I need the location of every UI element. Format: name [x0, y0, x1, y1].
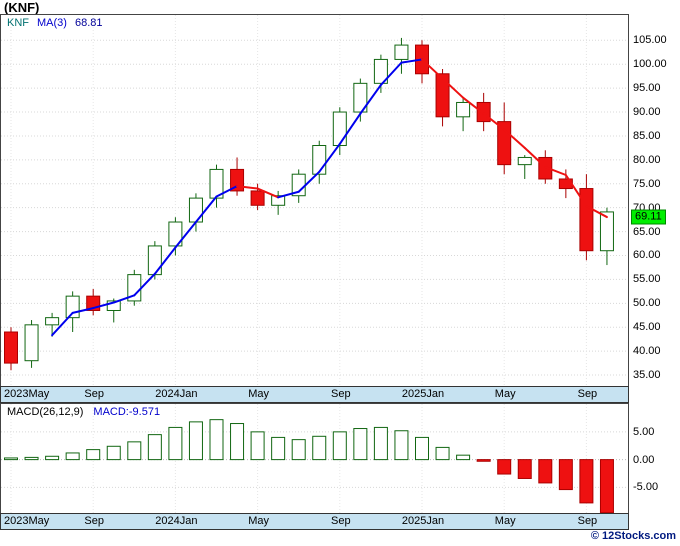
x-axis-label: Sep [577, 515, 598, 527]
x-axis-label: 2025Jan [401, 388, 445, 400]
chart-title: (KNF) [4, 0, 40, 15]
price-axis-label: 95.00 [633, 82, 661, 95]
x-axis-label: 2023May [4, 388, 50, 400]
x-axis-label: 2024Jan [155, 388, 198, 400]
macd-axis: 5.00 0.00 -5.00 [630, 403, 680, 514]
price-axis-label: 105.00 [633, 34, 667, 47]
macd-label: MACD(26,12,9) [7, 406, 84, 418]
price-axis-label: 35.00 [633, 369, 661, 382]
price-axis-label: 90.00 [633, 106, 661, 119]
x-axis-band-bottom: 2023May Sep 2024Jan May Sep 2025Jan May Sep [0, 513, 629, 530]
x-axis-label: May [248, 515, 269, 527]
price-axis-label: 55.00 [633, 273, 661, 286]
x-axis-label: Sep [331, 388, 351, 400]
x-axis-label: May [494, 388, 516, 400]
macd-chart [0, 403, 629, 514]
price-axis-label: 40.00 [633, 345, 661, 358]
price-axis-label: 100.00 [633, 58, 667, 71]
x-axis-label: May [248, 388, 269, 400]
x-axis-label: Sep [84, 388, 104, 400]
x-axis-label: Sep [331, 515, 351, 527]
price-chart-legend: KNF MA(3) 68.81 [7, 17, 102, 29]
x-axis-label: May [494, 515, 516, 527]
x-axis-label: Sep [577, 388, 598, 400]
macd-axis-label: 5.00 [633, 425, 655, 438]
x-axis-label: 2025Jan [401, 515, 445, 527]
price-axis-label: 85.00 [633, 129, 661, 142]
price-axis-label: 80.00 [633, 153, 661, 166]
price-axis-label: 45.00 [633, 321, 661, 334]
macd-value: MACD:-9.571 [93, 406, 161, 418]
price-axis-label: 60.00 [633, 249, 661, 262]
price-axis-label: 50.00 [633, 297, 661, 310]
watermark-link[interactable]: © 12Stocks.com [590, 530, 676, 542]
x-axis-band-top: 2023May Sep 2024Jan May Sep 2025Jan May Sep [0, 386, 629, 403]
x-axis-label: Sep [84, 515, 104, 527]
price-axis-label: 65.00 [633, 225, 661, 238]
x-axis-label: 2024Jan [155, 515, 198, 527]
macd-axis-label: -5.00 [633, 481, 659, 494]
x-axis-label: 2023May [4, 515, 50, 527]
price-axis-label: 75.00 [633, 177, 661, 190]
macd-axis-label: 0.00 [633, 453, 655, 466]
symbol-label: KNF [7, 17, 29, 29]
price-axis: 105.00 100.00 95.00 90.00 85.00 80.00 75.00 70.… [630, 14, 680, 387]
ma-value: 68.81 [74, 17, 103, 29]
price-chart [0, 14, 629, 387]
current-price-tag: 69.11 [631, 209, 666, 225]
macd-legend: MACD(26,12,9) MACD:-9.571 [7, 406, 160, 418]
ma-label: MA(3) [37, 17, 67, 29]
